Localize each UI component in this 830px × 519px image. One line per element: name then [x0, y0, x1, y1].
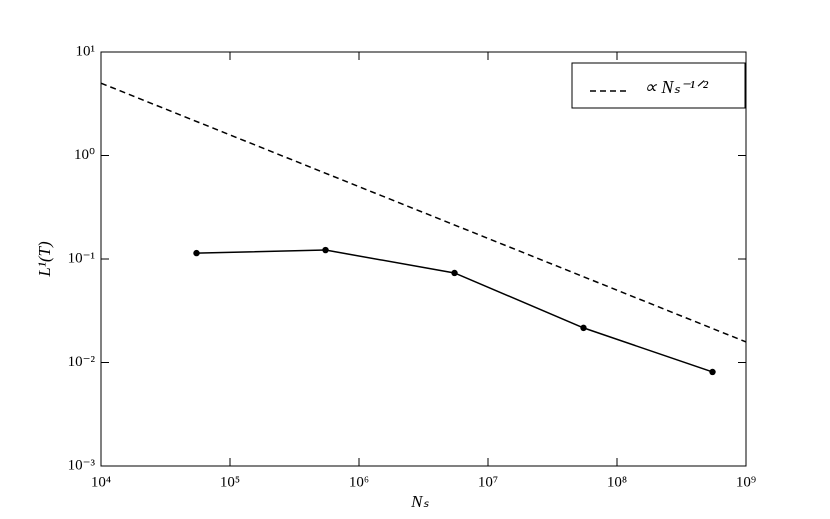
line-series: [100, 82, 747, 343]
point: [322, 246, 329, 254]
x-tick-label: 10⁵: [220, 474, 240, 490]
point: [451, 269, 458, 277]
plot-frame: [100, 51, 747, 467]
y-tick-label: 10⁻²: [68, 354, 96, 370]
y-tick-label: 10¹: [76, 43, 96, 59]
legend-label: ∝ Nₛ⁻¹ᐟ²: [644, 77, 709, 97]
point: [580, 324, 587, 332]
y-axis-label: L¹(T): [35, 241, 54, 278]
legend-box: [571, 62, 746, 109]
point: [193, 249, 200, 257]
x-tick-label: 10⁶: [349, 474, 369, 490]
point: [709, 368, 716, 376]
line-series: [196, 249, 713, 373]
y-tick-label: 10⁻¹: [68, 250, 95, 266]
x-tick-label: 10⁹: [736, 474, 756, 490]
y-tick-label: 10⁰: [74, 147, 95, 163]
x-tick-label: 10⁸: [607, 474, 627, 490]
x-tick-label: 10⁴: [91, 474, 111, 490]
y-tick-label: 10⁻³: [68, 457, 96, 473]
x-axis-label: Nₛ: [410, 492, 429, 511]
x-tick-label: 10⁷: [478, 474, 498, 490]
